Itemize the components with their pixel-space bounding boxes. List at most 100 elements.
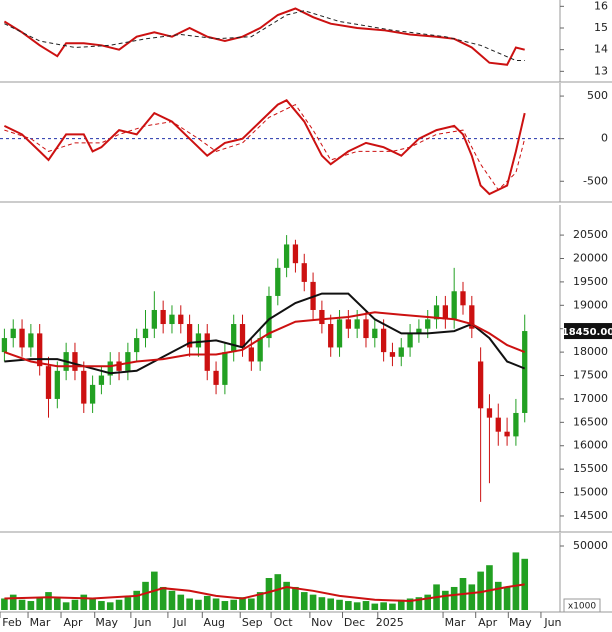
y-tick-label: 16	[594, 0, 608, 12]
candle-body	[522, 331, 528, 413]
series-line	[4, 10, 525, 61]
y-tick-label: 15000	[573, 486, 608, 499]
volume-bar	[18, 599, 26, 610]
volume-bar	[98, 601, 105, 610]
volume-bar	[142, 581, 149, 610]
volume-bar	[345, 601, 352, 610]
x-tick-label: Jun	[543, 616, 561, 629]
volume-bar	[27, 601, 35, 610]
volume-bar	[80, 594, 88, 610]
x-tick-label: Aug	[204, 616, 225, 629]
x-tick-label: May	[95, 616, 118, 629]
volume-bar	[177, 594, 185, 610]
candle-body	[81, 370, 87, 404]
volume-bar	[318, 597, 326, 610]
y-tick-label: 13	[594, 64, 608, 77]
y-tick-label: 500	[587, 89, 608, 102]
candle-body	[451, 291, 457, 320]
volume-bar	[424, 594, 432, 610]
volume-bar	[1, 598, 8, 610]
candle-body	[292, 244, 299, 264]
volume-bar	[9, 594, 17, 610]
candle-body	[372, 328, 378, 339]
volume-bar	[380, 602, 387, 610]
x-tick-label: Mar	[30, 616, 51, 629]
candle-body	[248, 347, 254, 362]
x-tick-label: 2025	[376, 616, 404, 629]
candle-body	[354, 319, 360, 329]
candle-body	[486, 408, 493, 418]
candle-body	[275, 267, 281, 296]
volume-bar	[168, 590, 176, 610]
volume-bar	[415, 597, 423, 610]
candle-body	[495, 417, 501, 432]
candle-body	[10, 328, 16, 339]
volume-bar	[336, 599, 343, 610]
volume-bar	[221, 601, 229, 610]
x-tick-label: Jul	[172, 616, 186, 629]
candle-body	[513, 412, 519, 437]
candle-body	[239, 324, 246, 348]
candle-body	[257, 338, 263, 362]
volume-bar	[309, 594, 317, 610]
y-tick-label: 20000	[573, 251, 608, 264]
y-tick-label: 15500	[573, 462, 608, 475]
volume-bar	[106, 602, 114, 610]
candle-body	[416, 328, 422, 334]
y-tick-label: 19500	[573, 275, 608, 288]
volume-bar	[45, 592, 52, 610]
volume-bar	[186, 598, 193, 610]
volume-bar	[212, 598, 220, 610]
series-line	[3, 7, 525, 66]
x-tick-label: Oct	[274, 616, 294, 629]
volume-bar	[397, 599, 405, 610]
candle-body	[178, 314, 184, 325]
volume-bar	[203, 595, 211, 610]
volume-bar	[124, 597, 132, 610]
candle-body	[160, 309, 166, 325]
candle-body	[54, 370, 60, 399]
x-tick-label: Apr	[64, 616, 84, 629]
price-tag-label: 18450.00	[562, 327, 612, 338]
candle-body	[151, 309, 157, 329]
series-line	[4, 103, 526, 191]
candle-body	[433, 305, 440, 320]
candle-body	[425, 319, 431, 329]
x-tick-label: Feb	[2, 616, 21, 629]
candle-body	[398, 347, 404, 357]
candle-body	[1, 338, 8, 353]
candle-body	[389, 352, 396, 357]
volume-bar	[406, 598, 414, 610]
candle-body	[231, 324, 237, 353]
series-line	[3, 99, 526, 196]
candle-body	[125, 352, 131, 371]
y-tick-label: 17500	[573, 369, 608, 382]
x-tick-label: Jun	[133, 616, 151, 629]
volume-bar	[133, 590, 140, 610]
volume-bar	[292, 586, 299, 610]
x-tick-label: Nov	[311, 616, 333, 629]
candle-body	[142, 328, 149, 339]
candle-body	[469, 305, 475, 329]
volume-bar	[283, 581, 290, 610]
y-tick-label: 14500	[573, 509, 608, 522]
series-line	[4, 583, 525, 603]
candle-body	[504, 431, 510, 437]
candle-body	[222, 352, 228, 385]
candle-body	[169, 314, 175, 325]
volume-bar	[327, 598, 335, 610]
candle-body	[442, 305, 448, 320]
volume-bar	[248, 598, 255, 610]
candle-body	[319, 309, 325, 325]
candle-body	[283, 244, 290, 268]
volume-bar	[450, 586, 458, 610]
candle-body	[204, 333, 210, 371]
series-line	[4, 292, 526, 375]
volume-bar	[54, 598, 61, 610]
candle-body	[37, 333, 43, 367]
candle-body	[301, 263, 307, 282]
volume-bar	[115, 599, 123, 610]
unit-box	[563, 598, 601, 613]
y-tick-label: 15	[594, 21, 608, 34]
candle-body	[407, 333, 413, 348]
